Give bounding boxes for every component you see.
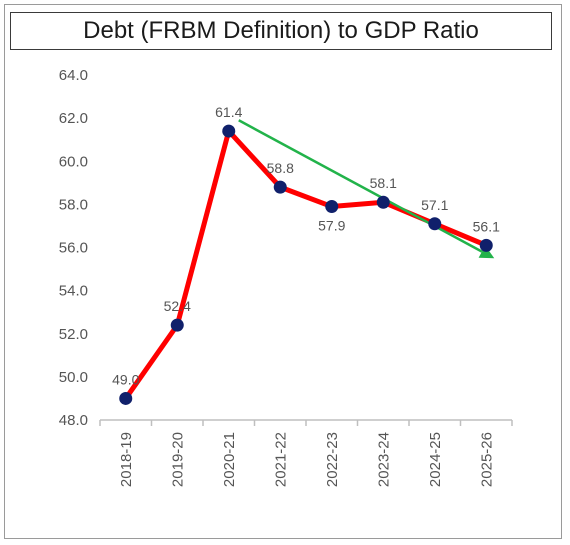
y-tick-label: 58.0 — [59, 196, 88, 213]
data-label: 52.4 — [164, 298, 191, 314]
data-label: 57.9 — [318, 218, 345, 234]
y-tick-label: 52.0 — [59, 326, 88, 343]
data-label: 56.1 — [473, 218, 500, 234]
data-point — [222, 124, 236, 138]
x-tick-label: 2018-19 — [118, 432, 135, 487]
x-tick-label: 2022-23 — [324, 432, 341, 487]
data-point — [119, 391, 133, 405]
x-tick-label: 2020-21 — [221, 432, 238, 487]
data-point — [170, 318, 184, 332]
x-tick-label: 2021-22 — [272, 432, 289, 487]
y-tick-label: 64.0 — [59, 67, 88, 84]
data-label: 57.1 — [421, 197, 448, 213]
x-tick-label: 2023-24 — [375, 432, 392, 487]
data-point — [273, 180, 287, 194]
x-tick-label: 2024-25 — [427, 432, 444, 487]
y-tick-label: 54.0 — [59, 283, 88, 300]
data-label: 58.8 — [267, 160, 294, 176]
y-tick-label: 48.0 — [59, 412, 88, 429]
y-tick-label: 56.0 — [59, 240, 88, 257]
chart-title: Debt (FRBM Definition) to GDP Ratio — [10, 12, 552, 50]
data-label: 61.4 — [215, 104, 242, 120]
trend-arrow-head — [478, 245, 495, 259]
data-point — [376, 195, 390, 209]
trend-arrow-line — [238, 119, 483, 253]
data-label: 58.1 — [370, 175, 397, 191]
x-tick-label: 2019-20 — [169, 432, 186, 487]
series-line — [123, 128, 489, 401]
chart-frame — [4, 4, 562, 539]
data-label: 49.0 — [112, 371, 139, 387]
data-point — [428, 217, 442, 231]
y-tick-label: 60.0 — [59, 153, 88, 170]
y-tick-label: 50.0 — [59, 369, 88, 386]
y-tick-label: 62.0 — [59, 110, 88, 127]
x-tick-label: 2025-26 — [478, 432, 495, 487]
data-point — [479, 238, 493, 252]
data-point — [325, 200, 339, 214]
